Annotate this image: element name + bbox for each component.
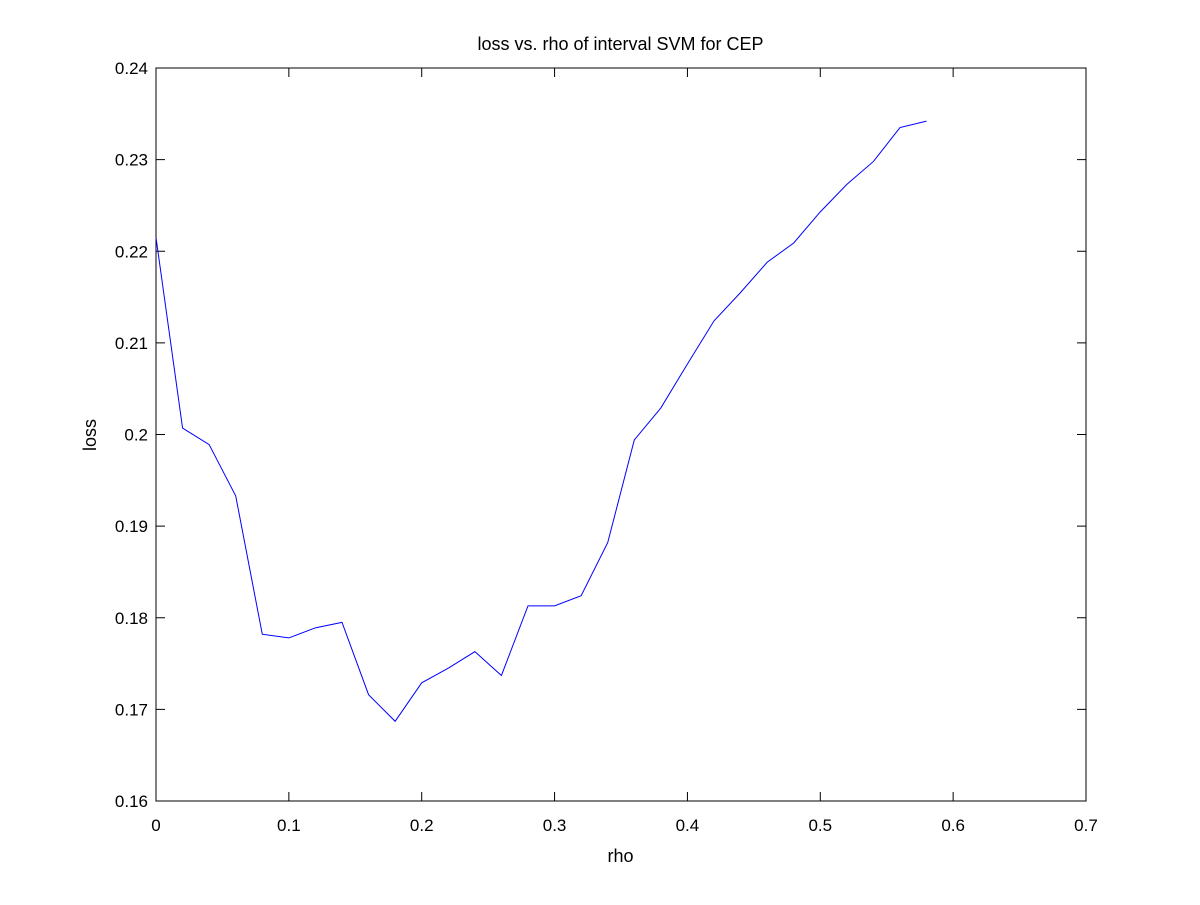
x-tick-label: 0.4 (676, 816, 700, 835)
x-tick-label: 0.5 (808, 816, 832, 835)
x-tick-label: 0.2 (410, 816, 434, 835)
x-axis-label: rho (607, 846, 633, 866)
plot-area: 0 0.1 0.2 0.3 0.4 0.5 0.6 0.7 0.16 0.17 0.18 0.19 0.… (115, 59, 1098, 835)
series-line-0 (155, 120, 927, 723)
y-tick-label: 0.22 (115, 242, 148, 261)
y-tick-label: 0.18 (115, 609, 148, 628)
x-tick-label: 0 (151, 816, 160, 835)
y-tick-label: 0.19 (115, 517, 148, 536)
y-tick-label: 0.24 (115, 59, 148, 78)
y-tick-label: 0.21 (115, 334, 148, 353)
x-tick-label: 0.6 (941, 816, 965, 835)
y-axis-label: loss (80, 419, 100, 451)
x-tick-label: 0.1 (277, 816, 301, 835)
chart-title: loss vs. rho of interval SVM for CEP (477, 34, 763, 54)
y-tick-label: 0.2 (124, 426, 148, 445)
y-tick-label: 0.17 (115, 700, 148, 719)
x-tick-label: 0.7 (1074, 816, 1098, 835)
y-tick-label: 0.23 (115, 151, 148, 170)
y-tick-label: 0.16 (115, 792, 148, 811)
x-tick-label: 0.3 (543, 816, 567, 835)
